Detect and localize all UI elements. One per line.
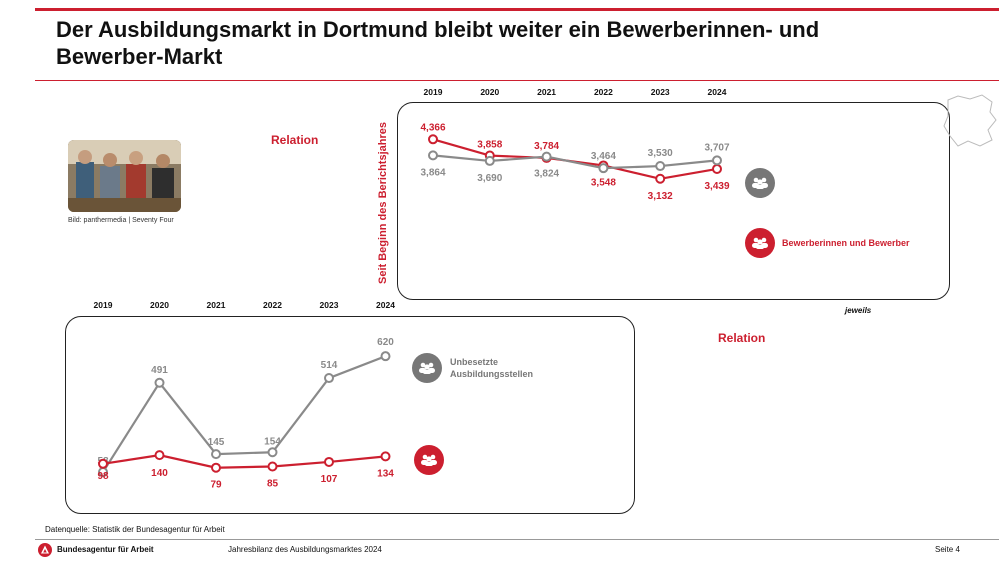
data-label: 3,858 bbox=[477, 140, 502, 151]
year-tick-label: 2021 bbox=[537, 87, 556, 97]
data-point bbox=[712, 155, 722, 166]
year-tick-label: 2022 bbox=[594, 87, 613, 97]
relation-label-bottom: Relation bbox=[718, 331, 766, 345]
top-accent-bar bbox=[35, 8, 999, 11]
legend-stellen-line-2: Ausbildungsstellen bbox=[450, 369, 534, 379]
people-group-icon bbox=[414, 445, 444, 475]
legend-bewerber: Bewerberinnen und Bewerber bbox=[782, 238, 910, 248]
title-line-1: Der Ausbildungsmarkt in Dortmund bleibt … bbox=[56, 17, 820, 42]
data-label: 3,864 bbox=[420, 167, 445, 178]
legend-stellen-line-1: Unbesetzte bbox=[450, 357, 499, 367]
footer-divider bbox=[35, 539, 999, 540]
data-label: 140 bbox=[151, 468, 168, 479]
data-label: 4,366 bbox=[420, 122, 445, 133]
data-point bbox=[380, 351, 391, 362]
data-label: 154 bbox=[264, 436, 281, 447]
data-point bbox=[541, 151, 552, 162]
data-point bbox=[484, 155, 495, 166]
data-label: 3,690 bbox=[477, 173, 502, 184]
page-number: Seite 4 bbox=[935, 545, 960, 554]
data-point bbox=[598, 163, 609, 174]
data-point bbox=[324, 373, 334, 384]
data-point bbox=[267, 447, 278, 458]
brand-name: Bundesagentur für Arbeit bbox=[57, 545, 154, 554]
data-label: 3,707 bbox=[704, 142, 729, 153]
data-label: 3,824 bbox=[534, 169, 559, 180]
data-point bbox=[655, 161, 666, 172]
data-label: 3,132 bbox=[648, 191, 673, 202]
year-tick-label: 2019 bbox=[424, 87, 443, 97]
year-tick-label: 2020 bbox=[480, 87, 499, 97]
legend-stellen: Unbesetzte Ausbildungsstellen bbox=[450, 356, 533, 380]
data-label: 85 bbox=[267, 478, 279, 489]
data-label: 3,464 bbox=[591, 151, 616, 162]
year-tick-label: 2023 bbox=[320, 300, 339, 310]
data-label: 514 bbox=[321, 360, 338, 371]
data-point bbox=[211, 449, 221, 460]
vacancies-panel bbox=[65, 316, 635, 514]
data-point bbox=[267, 461, 278, 472]
year-tick-label: 2019 bbox=[94, 300, 113, 310]
data-source-note: Datenquelle: Statistik der Bundesagentur… bbox=[45, 525, 225, 534]
data-point bbox=[98, 458, 108, 469]
series-line bbox=[102, 355, 386, 473]
data-label: 3,530 bbox=[648, 148, 673, 159]
data-label: 134 bbox=[377, 468, 394, 479]
data-label: 3,548 bbox=[591, 177, 616, 188]
people-group-icon bbox=[745, 228, 775, 258]
data-label: 145 bbox=[208, 437, 225, 448]
people-group-icon bbox=[745, 168, 775, 198]
data-point bbox=[211, 462, 221, 473]
data-point bbox=[380, 451, 391, 462]
year-tick-label: 2023 bbox=[651, 87, 670, 97]
data-label: 79 bbox=[210, 480, 222, 491]
relation-label-top: Relation bbox=[271, 133, 319, 147]
title-line-2: Bewerber-Markt bbox=[56, 44, 223, 69]
people-group-icon bbox=[412, 353, 442, 383]
year-tick-label: 2024 bbox=[376, 300, 395, 310]
data-label: 107 bbox=[321, 474, 338, 485]
data-label: 3,784 bbox=[534, 141, 559, 152]
year-tick-label: 2020 bbox=[150, 300, 169, 310]
data-point bbox=[324, 456, 334, 467]
data-point bbox=[428, 134, 438, 145]
bundesagentur-logo-icon bbox=[38, 543, 52, 557]
photo-caption: Bild: panthermedia | Seventy Four bbox=[68, 217, 174, 224]
year-tick-label: 2024 bbox=[708, 87, 727, 97]
year-tick-label: 2022 bbox=[263, 300, 282, 310]
data-label: 98 bbox=[97, 471, 109, 482]
applicants-panel bbox=[397, 102, 950, 300]
series-line bbox=[432, 154, 718, 170]
page-title: Der Ausbildungsmarkt in Dortmund bleibt … bbox=[56, 16, 956, 70]
series-line bbox=[102, 454, 386, 469]
document-title: Jahresbilanz des Ausbildungsmarktes 2024 bbox=[228, 545, 382, 554]
data-label: 3,439 bbox=[704, 181, 729, 192]
data-point bbox=[655, 173, 666, 184]
jeweils-note: jeweils bbox=[845, 306, 872, 315]
data-point bbox=[712, 163, 722, 174]
data-label: 491 bbox=[151, 365, 168, 376]
title-divider bbox=[35, 80, 999, 81]
apprentices-photo bbox=[68, 140, 181, 212]
data-point bbox=[154, 450, 165, 461]
data-point bbox=[428, 150, 438, 161]
data-label: 620 bbox=[377, 337, 394, 348]
data-point bbox=[154, 377, 165, 388]
year-tick-label: 2021 bbox=[207, 300, 226, 310]
